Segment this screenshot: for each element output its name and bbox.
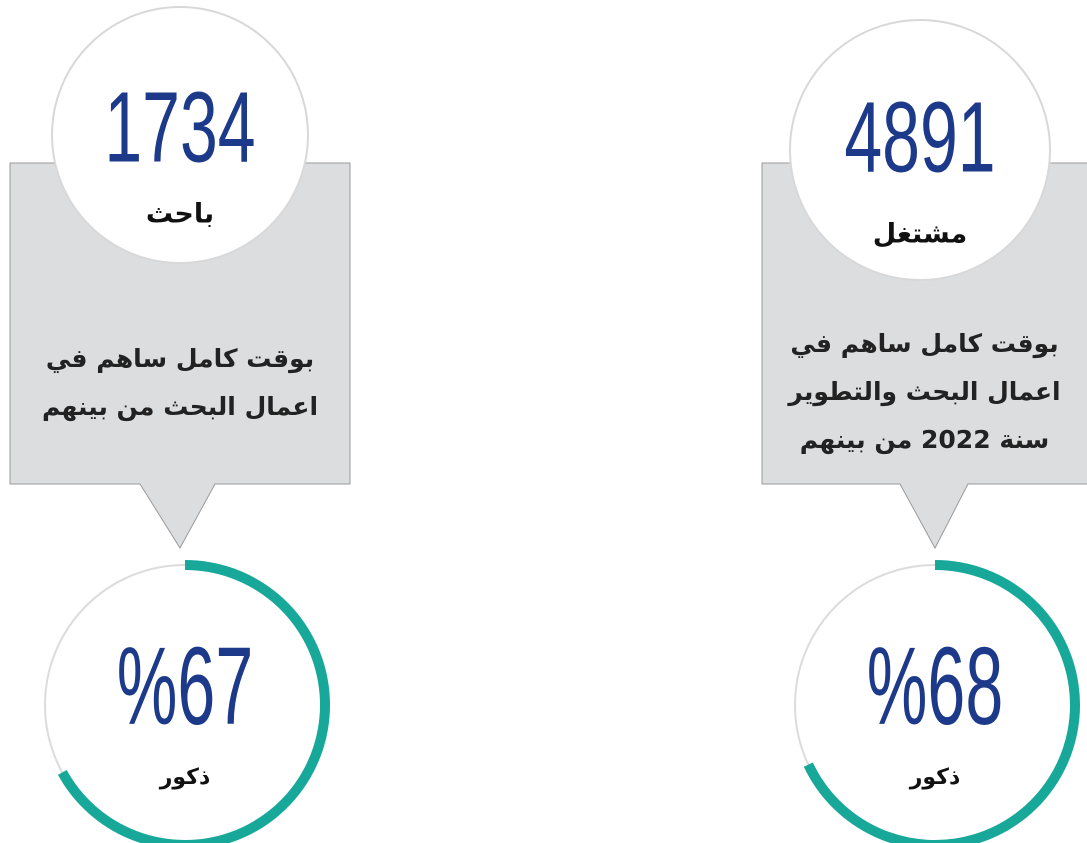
description-line: بوقت كامل ساهم في [46,344,314,374]
gauge-arc [803,560,1080,843]
number-circle [789,19,1051,281]
percent-caption: ذكور [159,765,211,790]
percent-caption: ذكور [909,765,961,790]
gauge-arc [57,560,330,843]
callout-box [761,162,1087,550]
description-line: بوقت كامل ساهم في [790,329,1058,359]
stat-label: مشتغل [873,219,968,250]
percent-value: %67 [117,625,253,748]
description-line: اعمال البحث من بينهم [42,392,318,422]
stat-number: 4891 [844,83,995,194]
stat-number: 1734 [104,73,255,184]
description-line: اعمال البحث والتطوير [786,377,1060,407]
callout-box [9,162,351,549]
stat-label: باحث [146,199,214,230]
percent-value: %68 [867,625,1003,748]
description-line: سنة 2022 من بينهم [800,425,1050,455]
number-circle [51,6,309,264]
